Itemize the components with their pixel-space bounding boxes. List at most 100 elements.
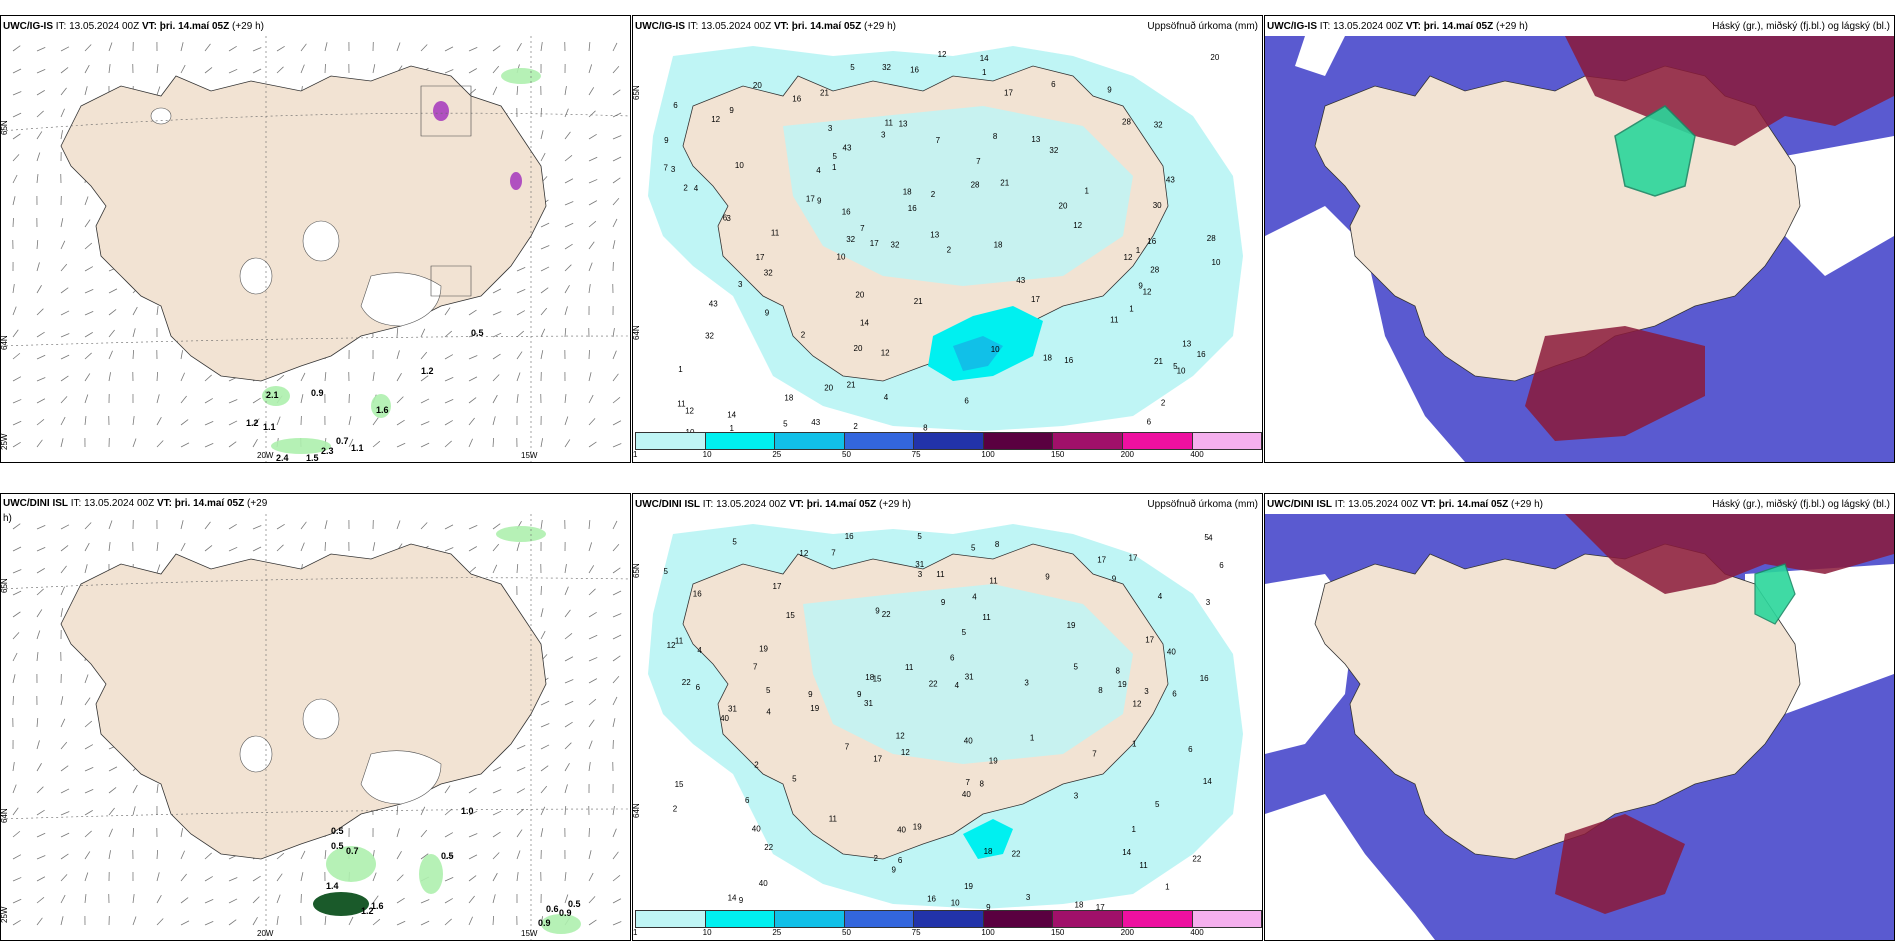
precip-value: 40 [759,879,768,888]
precip-value: 9 [1045,573,1050,582]
precip-value: 16 [1064,356,1073,365]
precip-value: 1 [1129,304,1134,313]
wind-barb [468,47,478,52]
wind-barb [420,351,428,360]
wind-barb [444,354,454,360]
precip-value: 6 [950,653,955,662]
legend-color-2 [775,911,845,927]
wind-barb [492,852,500,860]
wind-barb [468,916,473,926]
precip-value: 2 [801,330,806,339]
wind-barb [84,564,88,574]
precip-value: 2 [931,190,936,199]
precip-value: 11 [675,637,684,646]
precip-value: 16 [842,207,851,216]
wind-barb [108,787,117,794]
wind-barb [252,896,260,904]
wind-barb [588,110,596,118]
wind-barb [36,377,46,382]
precip-value: 7 [936,136,941,145]
wind-barb [420,829,428,838]
wind-barb [156,849,159,860]
wind-barb [252,546,262,552]
wind-barb [228,877,238,882]
wind-barb [612,851,619,860]
precip-value: 16 [693,589,702,598]
wind-barb [180,64,186,74]
legend-tick-label: 400 [1190,450,1204,459]
wind-barb [516,351,523,360]
wind-barb [156,894,162,904]
wind-barb [252,439,258,448]
wind-barb [180,42,184,52]
wind-barb [612,177,621,184]
wind-barb [444,855,454,860]
legend-tick-label: 1 [633,450,638,459]
precip-value: 12 [1143,288,1152,297]
wind-barb [300,43,307,52]
legend-bar [635,432,1262,450]
wind-barb [588,241,595,250]
precip-value: 17 [806,194,815,203]
wind-barb [468,88,477,96]
wind-barb [444,832,454,838]
wind-barb [204,521,211,530]
wind-barb [84,373,91,382]
precip-value: 17 [870,239,879,248]
wind-barb [540,107,542,118]
wind-barb [132,806,136,816]
precip-value: 43 [1166,175,1175,184]
wind-barb [276,45,285,52]
wind-barb [444,398,454,404]
legend-tick-label: 75 [911,928,921,937]
wind-barb [36,174,39,184]
precip-value: 9 [765,308,770,317]
precip-value: 21 [847,381,856,390]
wind-barb [12,329,19,338]
wind-barb [564,108,569,118]
wind-barb [564,564,567,574]
precip-value: 16 [1197,350,1206,359]
wind-barb [36,652,39,662]
wind-barb [444,46,454,52]
precip-value: 3 [738,280,743,289]
legend-tick-label: 400 [1190,928,1204,937]
wind-barb [276,894,281,904]
cloud-mid [1555,814,1685,914]
wind-barb [60,287,69,294]
precip-value: 31 [915,560,924,569]
wind-barb [12,68,22,74]
wind-barb [444,307,451,316]
wind-barb [60,310,70,316]
wind-barb [588,42,591,52]
precip-values: 2417161121132131412104391236162118420181… [664,50,1221,437]
wind-barb [564,306,568,316]
wind-barb [540,438,543,448]
wind-map: 65N 64N 25W 20W 15W 1.0 0.5 0.7 0.5 0.5 … [1,514,630,940]
wind-barb [516,872,519,882]
precip-value: 16 [927,895,936,904]
wind-barb [60,240,66,250]
wind-barb [252,397,261,404]
precip-value: 5 [792,775,797,784]
wind-barb [60,354,70,360]
wind-barb [84,332,93,338]
wind-barb [612,328,615,338]
wind-barb [252,525,262,530]
wind-barb [60,894,66,904]
lat-label-65n: 65N [1,120,9,135]
precip-value: 40 [897,825,906,834]
wind-barb [468,566,477,574]
precip-value: 12 [881,349,890,358]
precip-value: 7 [860,224,865,233]
model-name: UWC/IG-IS [1267,21,1317,32]
wind-barb [540,307,548,316]
precip-value: 12 [896,731,905,740]
precip-value: 2 [673,804,678,813]
wind-barb [12,196,16,206]
panel-title: Háský (gr.), miðský (fj.bl.) og lágský (… [1712,499,1890,510]
wind-barb [540,328,546,338]
wind-barb [612,590,622,596]
wind-barb [492,45,501,52]
precip-value: 4 [972,592,977,601]
